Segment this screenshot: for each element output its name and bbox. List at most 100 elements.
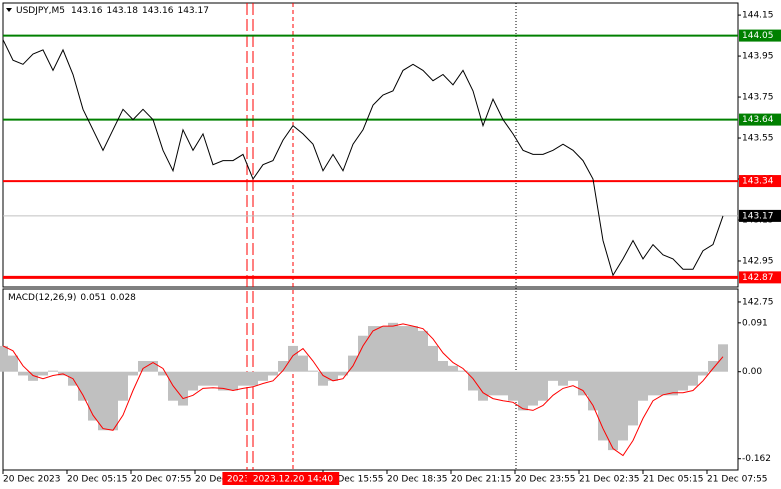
x-tick-label: 20 Dec 21:15 bbox=[451, 475, 512, 485]
x-tick-label: 20 Dec 2023 bbox=[3, 475, 61, 485]
macd-bar bbox=[198, 371, 208, 386]
signal-line bbox=[2, 323, 724, 457]
macd-bar bbox=[0, 345, 8, 372]
marker-label: 2023.12.20 14:40 bbox=[253, 475, 334, 485]
ohlc-value: 143.18 bbox=[106, 6, 138, 16]
macd-bar bbox=[118, 371, 128, 401]
macd-title: MACD(12,26,9) bbox=[8, 293, 76, 303]
macd-bar bbox=[18, 371, 28, 376]
macd-bar bbox=[548, 371, 558, 381]
macd-bar bbox=[378, 326, 388, 372]
macd-bar bbox=[708, 360, 718, 372]
macd-bar bbox=[298, 355, 308, 372]
current-price-label: 143.17 bbox=[742, 211, 774, 221]
y-tick-label: 0.00 bbox=[742, 367, 762, 377]
macd-bar bbox=[108, 371, 118, 431]
macd-bar bbox=[428, 345, 438, 372]
y-tick-label: 143.75 bbox=[742, 93, 774, 103]
macd-bar bbox=[648, 371, 658, 396]
macd-bar bbox=[318, 371, 328, 386]
macd-bar bbox=[418, 330, 428, 372]
x-tick-label: 21 Dec 02:35 bbox=[579, 475, 640, 485]
macd-bar bbox=[248, 371, 258, 386]
macd-bar bbox=[478, 371, 488, 401]
macd-bar bbox=[188, 371, 198, 391]
macd-bar bbox=[48, 370, 58, 372]
macd-bar bbox=[268, 371, 278, 376]
x-tick-label: 20 Dec 15:55 bbox=[323, 475, 384, 485]
x-tick-label: 21 Dec 07:55 bbox=[707, 475, 768, 485]
macd-bar bbox=[488, 371, 498, 396]
macd-value: 0.051 bbox=[80, 293, 106, 303]
y-tick-label: 0.091 bbox=[742, 318, 768, 328]
macd-bar bbox=[228, 371, 238, 391]
x-tick-label: 20 Dec 23:55 bbox=[515, 475, 576, 485]
macd-bar bbox=[528, 371, 538, 406]
macd-bar bbox=[138, 360, 148, 372]
macd-bar bbox=[588, 371, 598, 411]
level-label: 142.87 bbox=[742, 273, 774, 283]
macd-bar bbox=[508, 371, 518, 401]
macd-bar bbox=[628, 371, 638, 426]
macd-bar bbox=[88, 371, 98, 421]
level-label-box bbox=[739, 271, 781, 284]
macd-bar bbox=[398, 326, 408, 372]
y-tick-label: 144.15 bbox=[742, 11, 774, 21]
macd-bar bbox=[388, 322, 398, 372]
ohlc-value: 143.16 bbox=[142, 6, 174, 16]
level-label: 144.05 bbox=[742, 31, 774, 41]
current-price-box bbox=[739, 209, 781, 222]
level-label-box bbox=[739, 113, 781, 126]
macd-bar bbox=[288, 345, 298, 372]
marker-label-box bbox=[246, 472, 340, 485]
macd-bar bbox=[688, 371, 698, 386]
header: USDJPY,M5 143.16 143.18 143.16 143.17 bbox=[16, 6, 209, 16]
macd-bar bbox=[618, 371, 628, 441]
macd-bar bbox=[38, 371, 48, 376]
ohlc-value: 143.16 bbox=[71, 6, 103, 16]
y-tick-label: 143.55 bbox=[742, 134, 774, 144]
macd-bar bbox=[368, 326, 378, 372]
macd-value: 0.028 bbox=[110, 293, 136, 303]
x-tick-label: 20 Dec 05:15 bbox=[67, 475, 128, 485]
macd-bar bbox=[408, 326, 418, 372]
macd-bar bbox=[638, 371, 648, 401]
macd-bar bbox=[578, 371, 588, 396]
macd-bar bbox=[718, 344, 728, 372]
macd-bar bbox=[358, 335, 368, 372]
y-tick-label: 143.95 bbox=[742, 52, 774, 62]
macd-header: MACD(12,26,9) 0.051 0.028 bbox=[8, 293, 136, 303]
macd-bar bbox=[278, 360, 288, 372]
symbol: USDJPY,M5 bbox=[16, 6, 65, 16]
macd-bar bbox=[178, 371, 188, 406]
x-tick-label: 20 Dec 07:55 bbox=[131, 475, 192, 485]
price-line bbox=[2, 39, 724, 277]
y-tick-label: 142.95 bbox=[742, 256, 774, 266]
macd-bar bbox=[598, 371, 608, 441]
macd-bar bbox=[468, 371, 478, 391]
macd-bar bbox=[98, 371, 108, 431]
level-label: 143.64 bbox=[742, 115, 774, 125]
macd-bar bbox=[538, 371, 548, 401]
macd-bar bbox=[608, 371, 618, 451]
macd-bar bbox=[448, 365, 458, 372]
macd-bar bbox=[238, 371, 248, 386]
level-label: 143.34 bbox=[742, 177, 774, 187]
macd-bar bbox=[498, 371, 508, 396]
level-label-box bbox=[739, 175, 781, 188]
price-panel bbox=[2, 2, 739, 288]
level-label-box bbox=[739, 29, 781, 42]
macd-bar bbox=[458, 370, 468, 372]
macd-bar bbox=[128, 371, 138, 376]
macd-bar bbox=[338, 371, 348, 376]
macd-bar bbox=[438, 360, 448, 372]
macd-bar bbox=[678, 371, 688, 391]
macd-bar bbox=[158, 371, 168, 376]
macd-bar bbox=[258, 371, 268, 381]
macd-bar bbox=[668, 371, 678, 396]
header-arrow bbox=[6, 8, 12, 12]
macd-panel bbox=[2, 288, 739, 471]
macd-bar bbox=[328, 371, 338, 381]
macd-bar bbox=[218, 371, 228, 391]
